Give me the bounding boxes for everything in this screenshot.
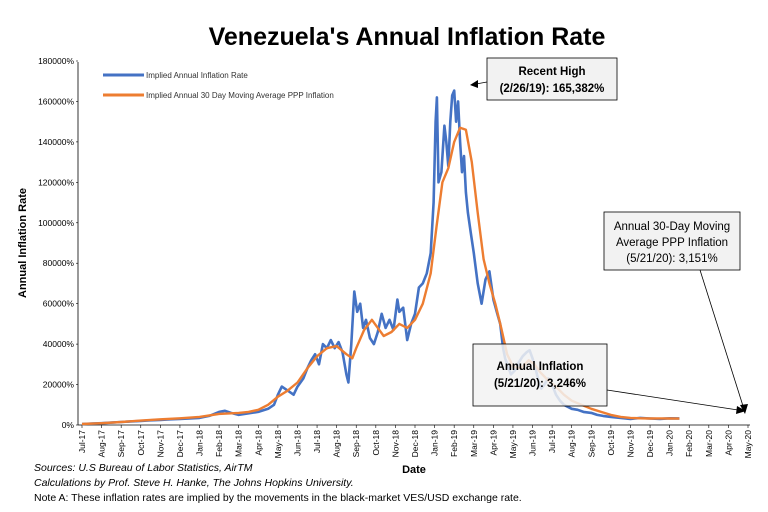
x-tick-label: Feb-19 bbox=[449, 430, 459, 457]
y-tick-label: 140000% bbox=[38, 137, 74, 147]
footnote-sources: Sources: U.S Bureau of Labor Statistics,… bbox=[34, 462, 253, 474]
y-axis-ticks: 0% 20000% 40000% 60000% 80000% 100000% 120000%… bbox=[38, 56, 78, 430]
x-tick-label: Jan-20 bbox=[665, 430, 675, 456]
x-tick-label: Aug-19 bbox=[567, 430, 577, 458]
x-tick-label: Oct-19 bbox=[606, 430, 616, 456]
annotation-recent-high: Recent High (2/26/19): 165,382% bbox=[470, 57, 618, 101]
x-axis-ticks: Jul-17 Aug-17 Sep-17 Oct-17 Nov-17 Dec-17 Jan-… bbox=[77, 425, 753, 458]
y-tick-label: 120000% bbox=[38, 177, 74, 187]
annotation-moving-average-box bbox=[603, 211, 741, 271]
annotation-recent-high-arrowhead bbox=[470, 80, 478, 88]
x-tick-label: Mar-19 bbox=[469, 430, 479, 457]
x-tick-label: Dec-19 bbox=[645, 430, 655, 458]
y-tick-label: 0% bbox=[62, 420, 75, 430]
x-tick-label: May-19 bbox=[508, 430, 518, 459]
annotation-recent-high-line1: Recent High bbox=[518, 66, 585, 78]
x-tick-label: Sep-19 bbox=[586, 430, 596, 458]
x-tick-label: Sep-17 bbox=[116, 430, 126, 458]
annotation-moving-average-arrow bbox=[699, 269, 744, 407]
legend-label-moving-average: Implied Annual 30 Day Moving Average PPP… bbox=[146, 91, 334, 100]
x-tick-label: Apr-20 bbox=[723, 430, 733, 456]
annotation-moving-average-line3: (5/21/20): 3,151% bbox=[626, 253, 717, 265]
x-tick-label: Nov-19 bbox=[625, 430, 635, 458]
annotation-annual-inflation-arrowhead bbox=[736, 406, 746, 414]
y-tick-label: 160000% bbox=[38, 96, 74, 106]
annotation-annual-inflation-box bbox=[472, 343, 608, 407]
x-tick-label: Dec-17 bbox=[175, 430, 185, 458]
y-tick-label: 20000% bbox=[43, 380, 75, 390]
x-tick-label: Oct-17 bbox=[136, 430, 146, 456]
x-tick-label: Feb-18 bbox=[214, 430, 224, 457]
x-tick-label: May-20 bbox=[743, 430, 753, 459]
x-tick-label: Nov-18 bbox=[390, 430, 400, 458]
x-tick-label: Apr-18 bbox=[253, 430, 263, 456]
x-tick-label: Jun-19 bbox=[528, 430, 538, 456]
x-tick-label: Mar-20 bbox=[704, 430, 714, 457]
x-tick-label: Mar-18 bbox=[234, 430, 244, 457]
x-tick-label: Aug-18 bbox=[332, 430, 342, 458]
x-tick-label: Nov-17 bbox=[155, 430, 165, 458]
annotation-annual-inflation-arrow bbox=[606, 389, 739, 411]
annotation-annual-inflation-line1: Annual Inflation bbox=[497, 361, 584, 373]
y-tick-label: 80000% bbox=[43, 258, 75, 268]
y-tick-label: 60000% bbox=[43, 299, 75, 309]
x-tick-label: Jul-19 bbox=[547, 430, 557, 453]
annotation-annual-inflation-line2: (5/21/20): 3,246% bbox=[494, 378, 586, 390]
x-tick-label: Oct-18 bbox=[371, 430, 381, 456]
annotation-moving-average-line2: Average PPP Inflation bbox=[616, 237, 728, 249]
chart-title: Venezuela's Annual Inflation Rate bbox=[209, 23, 606, 51]
annotation-moving-average-arrowhead bbox=[740, 404, 748, 414]
footnote-note: Note A: These inflation rates are implie… bbox=[34, 492, 522, 504]
legend-label-implied: Implied Annual Inflation Rate bbox=[146, 71, 248, 80]
x-tick-label: Dec-18 bbox=[410, 430, 420, 458]
x-tick-label: Aug-17 bbox=[97, 430, 107, 458]
x-tick-label: Jun-18 bbox=[292, 430, 302, 456]
y-axis-title: Annual Inflation Rate bbox=[17, 188, 29, 298]
legend: Implied Annual Inflation Rate Implied An… bbox=[103, 71, 334, 100]
x-tick-label: Jul-17 bbox=[77, 430, 87, 453]
annotation-annual-inflation: Annual Inflation (5/21/20): 3,246% bbox=[472, 343, 746, 414]
x-axis-title: Date bbox=[402, 464, 426, 476]
y-tick-label: 40000% bbox=[43, 339, 75, 349]
y-tick-label: 180000% bbox=[38, 56, 74, 66]
x-tick-label: Feb-20 bbox=[684, 430, 694, 457]
x-tick-label: May-18 bbox=[273, 430, 283, 459]
footnote-calculations: Calculations by Prof. Steve H. Hanke, Th… bbox=[34, 477, 354, 489]
x-tick-label: Jan-19 bbox=[430, 430, 440, 456]
x-tick-label: Jan-18 bbox=[195, 430, 205, 456]
x-tick-label: Jul-18 bbox=[312, 430, 322, 453]
annotation-moving-average: Annual 30-Day Moving Average PPP Inflati… bbox=[603, 211, 748, 414]
annotation-recent-high-line2: (2/26/19): 165,382% bbox=[500, 83, 605, 95]
x-tick-label: Apr-19 bbox=[488, 430, 498, 456]
annotation-moving-average-line1: Annual 30-Day Moving bbox=[614, 221, 730, 233]
y-tick-label: 100000% bbox=[38, 218, 74, 228]
x-tick-label: Sep-18 bbox=[351, 430, 361, 458]
annotation-recent-high-box bbox=[486, 57, 618, 101]
